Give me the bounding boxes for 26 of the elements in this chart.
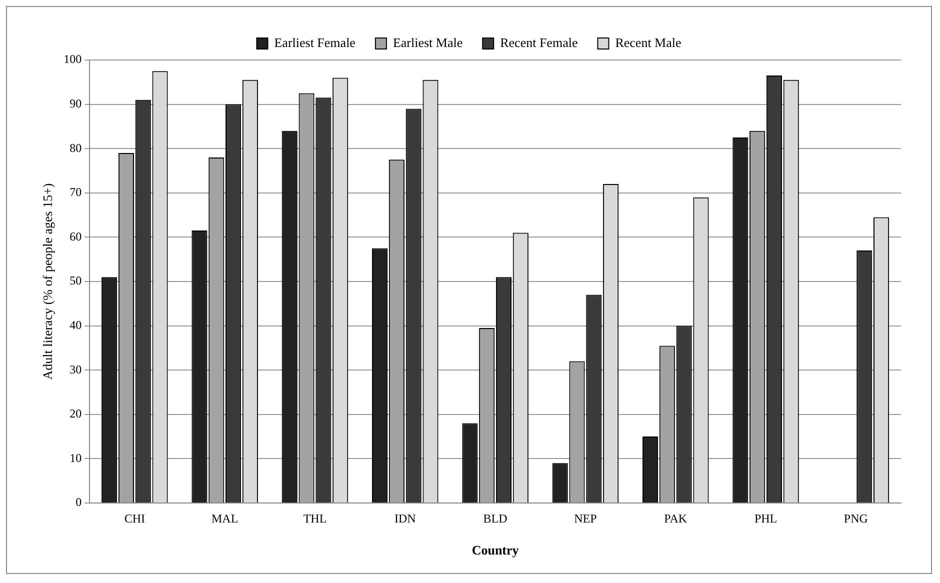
x-tick-label: NEP	[574, 511, 598, 526]
y-tick-label: 0	[76, 495, 82, 510]
legend-label: Recent Male	[615, 34, 682, 50]
x-tick-label: CHI	[124, 511, 146, 526]
y-tick-label: 30	[70, 362, 82, 376]
x-tick-label: IDN	[394, 511, 416, 526]
x-tick-label: PHL	[754, 511, 778, 526]
x-tick-label: BLD	[483, 511, 508, 526]
y-tick-label: 60	[70, 229, 82, 244]
legend-label: Recent Female	[500, 34, 578, 50]
y-tick-label: 100	[64, 52, 82, 66]
y-tick-label: 80	[70, 140, 82, 155]
legend-label: Earliest Female	[274, 34, 356, 50]
y-tick-label: 40	[70, 318, 82, 332]
x-tick-label: PAK	[664, 511, 688, 526]
x-tick-label: MAL	[211, 511, 238, 526]
y-axis-title: Adult literacy (% of people ages 15+)	[40, 183, 56, 380]
y-tick-label: 10	[70, 450, 82, 465]
x-axis-title: Country	[472, 542, 520, 558]
y-tick-label: 50	[70, 274, 82, 288]
y-tick-label: 20	[70, 406, 82, 421]
y-tick-label: 70	[70, 185, 82, 200]
x-tick-label: PNG	[844, 511, 868, 526]
y-tick-label: 90	[70, 96, 82, 110]
x-tick-label: THL	[303, 511, 327, 526]
legend-label: Earliest Male	[392, 34, 463, 50]
